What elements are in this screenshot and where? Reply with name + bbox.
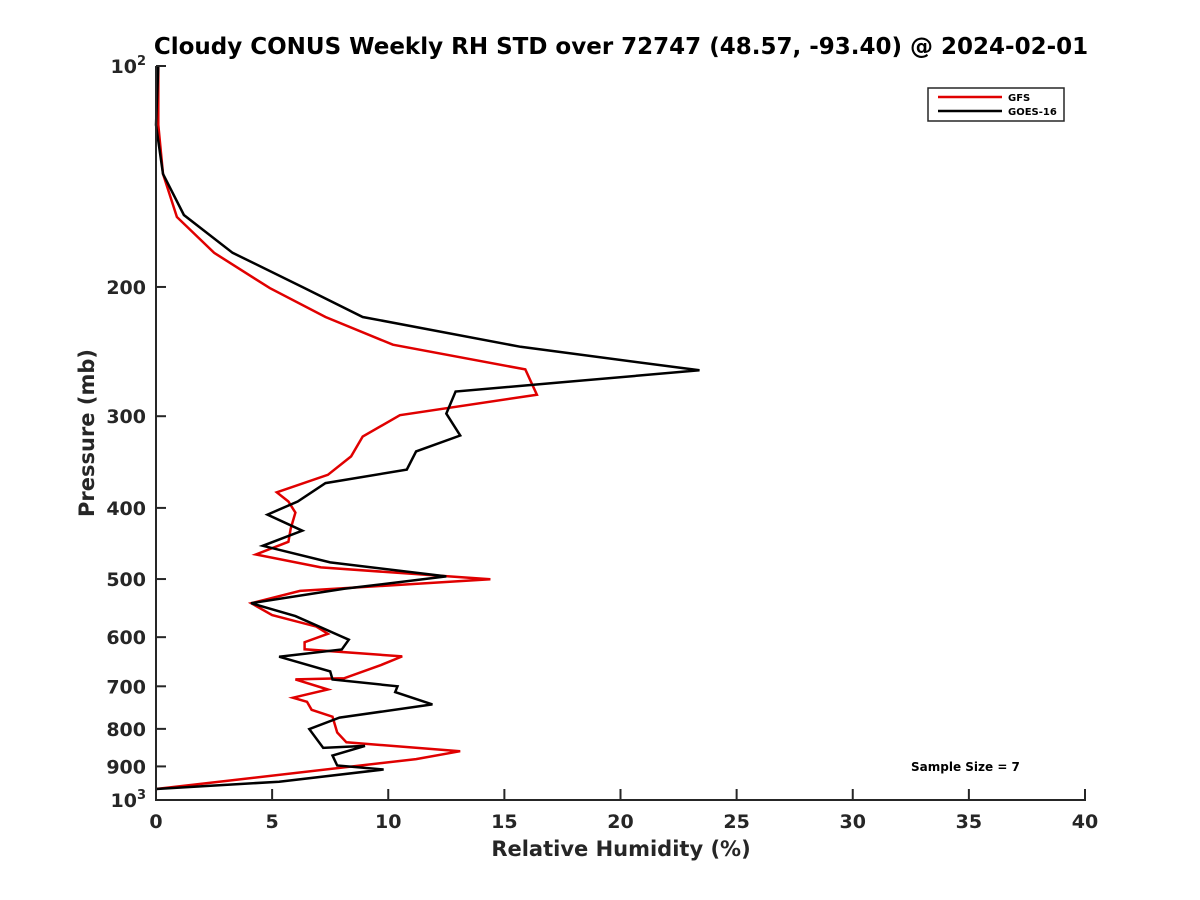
- sample-size-annotation: Sample Size = 7: [911, 760, 1020, 774]
- legend-label-goes16: GOES-16: [1008, 107, 1057, 118]
- y-tick-label: 600: [106, 627, 146, 649]
- x-ticks: 0 5 10 15 20 25 30 35 40: [149, 789, 1098, 833]
- y-tick-label: 500: [106, 569, 146, 591]
- x-tick-label: 30: [840, 811, 866, 833]
- x-axis-label: Relative Humidity (%): [491, 837, 750, 861]
- y-tick-label: 200: [106, 277, 146, 299]
- series-line-gfs: [155, 66, 539, 791]
- y-tick-label: 800: [106, 719, 146, 741]
- x-tick-label: 0: [149, 811, 162, 833]
- legend-label-gfs: GFS: [1008, 93, 1030, 104]
- y-tick-label: 900: [106, 756, 146, 778]
- x-tick-label: 20: [607, 811, 633, 833]
- x-tick-label: 35: [956, 811, 982, 833]
- plot-series-group: [154, 65, 700, 791]
- x-tick-label: 15: [491, 811, 517, 833]
- y-tick-label: 400: [106, 498, 146, 520]
- y-tick-label: 102: [111, 54, 147, 78]
- x-tick-label: 40: [1072, 811, 1098, 833]
- y-tick-label: 700: [106, 676, 146, 698]
- x-tick-label: 5: [266, 811, 279, 833]
- y-ticks: 102 200 300 400 500 600 700 800 900 103: [106, 54, 166, 812]
- legend: GFS GOES-16: [927, 87, 1065, 122]
- y-tick-label: 300: [106, 406, 146, 428]
- y-axis-label: Pressure (mb): [75, 349, 99, 517]
- axes: [155, 66, 1086, 801]
- series-line-goes16: [154, 65, 700, 791]
- x-tick-label: 25: [723, 811, 749, 833]
- chart-title: Cloudy CONUS Weekly RH STD over 72747 (4…: [154, 34, 1088, 60]
- x-tick-label: 10: [375, 811, 401, 833]
- legend-box: [927, 87, 1065, 122]
- y-tick-label: 103: [111, 788, 147, 812]
